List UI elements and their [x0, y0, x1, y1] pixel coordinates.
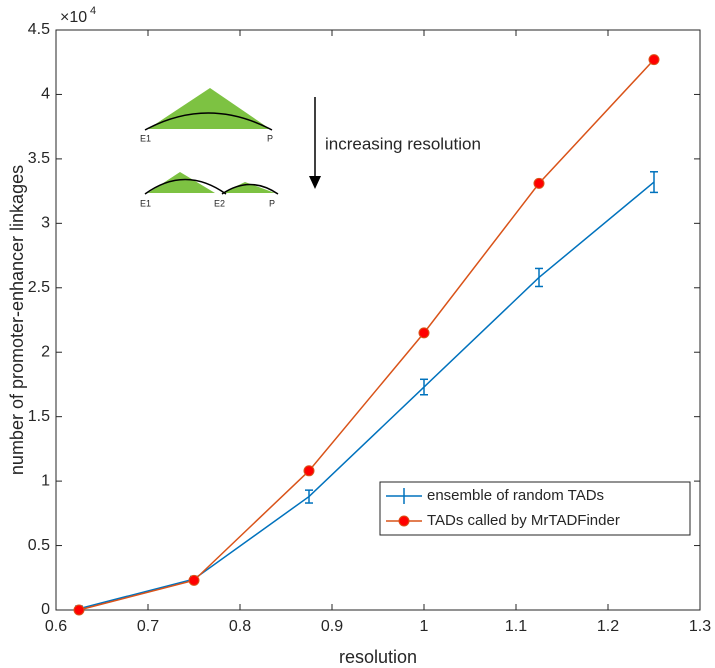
marker	[188, 574, 200, 586]
x-tick-label: 1.3	[689, 618, 711, 635]
x-tick-label: 0.9	[321, 618, 343, 635]
y-tick-label: 4	[41, 86, 50, 103]
inset-arc	[144, 178, 227, 195]
inset-label: E1	[140, 198, 151, 208]
x-tick-label: 1.1	[505, 618, 527, 635]
series-line	[78, 59, 655, 611]
inset-arc	[221, 183, 279, 195]
marker	[303, 465, 315, 477]
x-axis-label: resolution	[339, 647, 417, 667]
inset-triangle	[148, 88, 270, 129]
y-multiplier: ×10	[60, 9, 87, 26]
inset: E1 P E1 E2 P increasing resolution	[140, 88, 481, 208]
legend-box	[379, 481, 691, 536]
marker	[648, 54, 660, 66]
arrow-head	[309, 176, 321, 189]
inset-triangle	[222, 182, 275, 193]
y-multiplier-exponent: 4	[90, 5, 96, 17]
y-tick-label: 0.5	[28, 537, 50, 554]
inset-label: E2	[214, 198, 225, 208]
series-line	[78, 181, 655, 610]
y-tick-label: 4.5	[28, 21, 50, 38]
x-tick-label: 0.7	[137, 618, 159, 635]
x-tick-label: 1.2	[597, 618, 619, 635]
legend-marker	[398, 515, 410, 527]
y-axis-label: number of promoter-enhancer linkages	[7, 165, 27, 475]
y-tick-label: 2.5	[28, 279, 50, 296]
y-tick-label: 0	[41, 601, 50, 618]
inset-triangle	[148, 172, 215, 193]
y-tick-label: 2	[41, 343, 50, 360]
y-tick-label: 3	[41, 215, 50, 232]
legend-label: ensemble of random TADs	[427, 487, 604, 504]
inset-label: E1	[140, 133, 151, 143]
marker	[533, 177, 545, 189]
x-tick-label: 1	[420, 618, 429, 635]
y-tick-label: 3.5	[28, 150, 50, 167]
y-tick-label: 1.5	[28, 408, 50, 425]
legend-label: TADs called by MrTADFinder	[427, 512, 620, 529]
inset-label: P	[267, 133, 273, 143]
annotation: increasing resolution	[325, 134, 481, 153]
x-tick-label: 0.6	[45, 618, 67, 635]
y-tick-label: 1	[41, 472, 50, 489]
inset-label: P	[269, 198, 275, 208]
marker	[418, 327, 430, 339]
x-tick-label: 0.8	[229, 618, 251, 635]
inset-arc	[144, 112, 273, 131]
marker	[73, 604, 85, 616]
